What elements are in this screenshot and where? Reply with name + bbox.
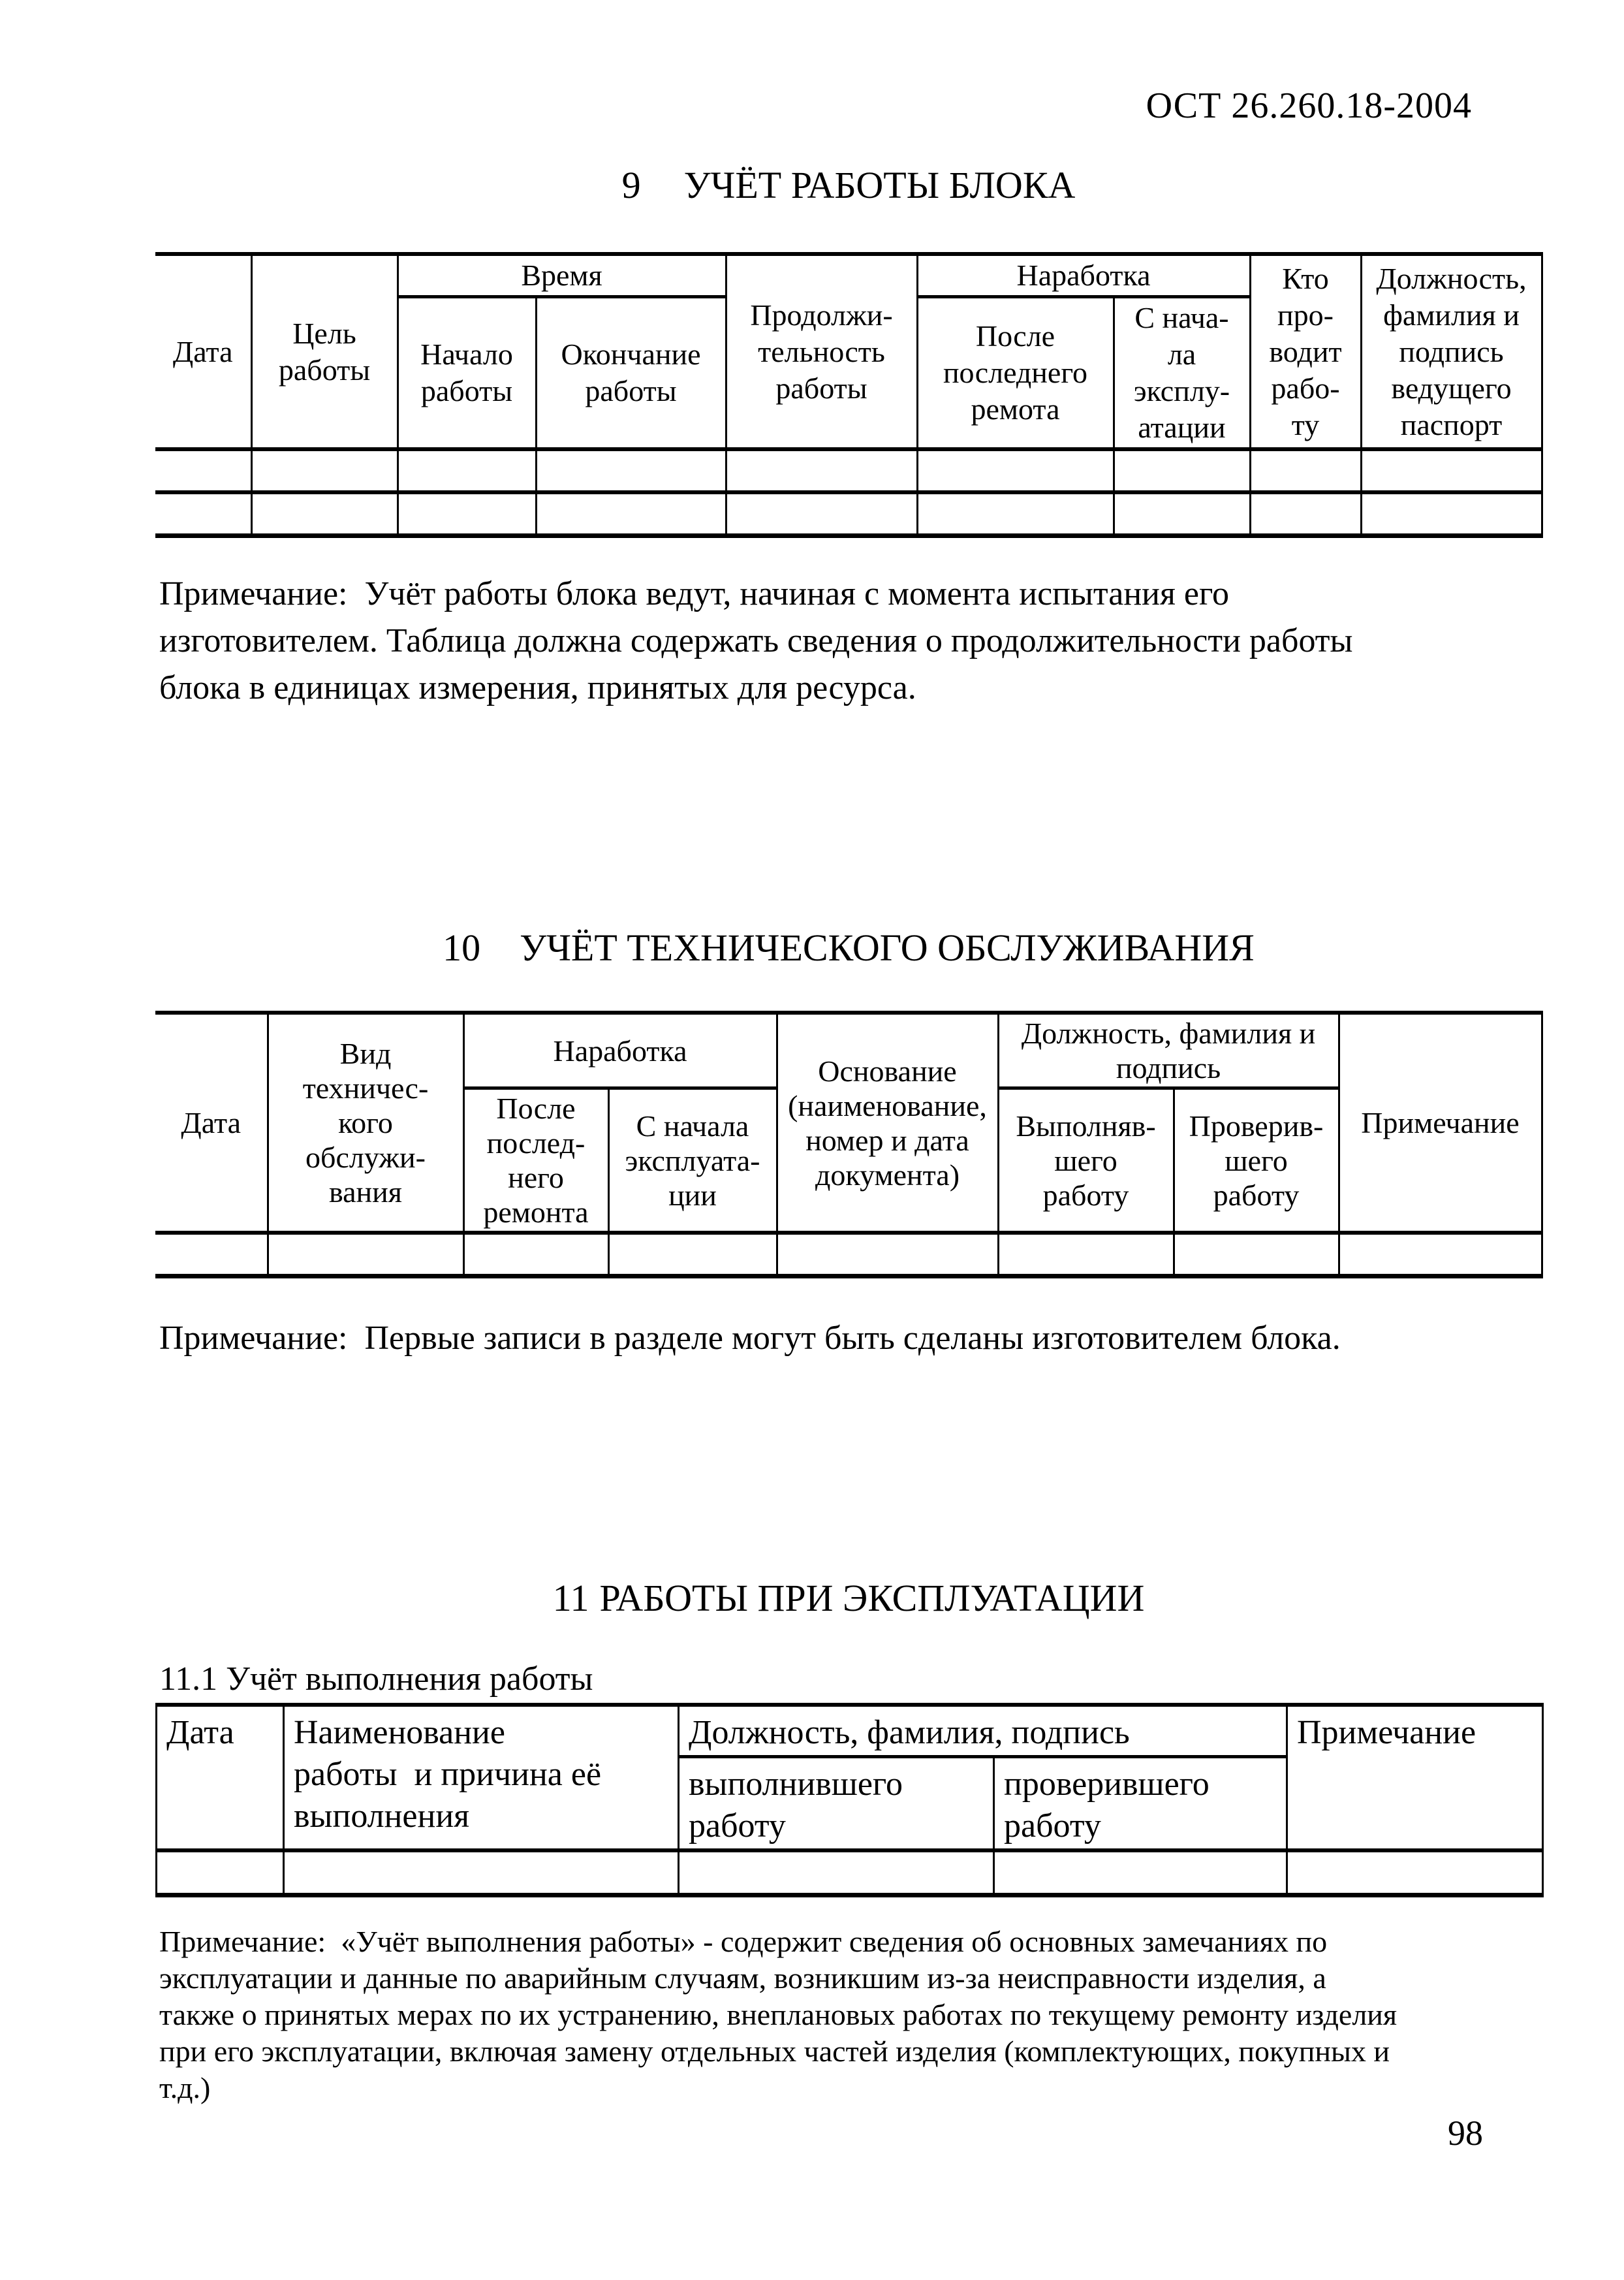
section-10-title: УЧЁТ ТЕХНИЧЕСКОГО ОБСЛУЖИВАНИЯ <box>520 926 1255 969</box>
col-header-after-repair: После последнего ремота <box>916 295 1115 451</box>
col-header-work-start: Начало работы <box>398 295 537 451</box>
note-maintenance-log: Примечание: Первые записи в разделе могу… <box>159 1320 1341 1357</box>
col-group-operating-time: Наработка <box>916 253 1251 298</box>
col-group-signature: Должность, фамилия и подпись <box>997 1011 1340 1089</box>
col-header-performed-by: выполнившего работу <box>678 1755 995 1852</box>
table-cell-empty <box>1337 1231 1543 1277</box>
table-row-empty <box>155 490 1543 537</box>
table-cell-empty <box>155 1848 285 1896</box>
col-group-time: Время <box>396 253 727 298</box>
col-header-checked-by: Проверив- шего работу <box>1172 1086 1340 1234</box>
col-header-performed-by: Выполняв- шего работу <box>997 1086 1175 1234</box>
table-cell-empty <box>462 1231 610 1277</box>
table-cell-empty <box>1249 490 1362 537</box>
table-cell-empty <box>155 1231 269 1277</box>
table-row-empty <box>155 447 1543 494</box>
section-11-heading: 11 РАБОТЫ ПРИ ЭКСПЛУАТАЦИИ <box>155 1576 1542 1620</box>
section-11-title: РАБОТЫ ПРИ ЭКСПЛУАТАЦИИ <box>599 1577 1145 1619</box>
table-cell-empty <box>155 447 253 494</box>
table-cell-empty <box>1112 490 1251 537</box>
table-cell-empty <box>396 447 537 494</box>
table-cell-empty <box>916 490 1115 537</box>
col-header-work-name: Наименование работы и причина её выполне… <box>283 1703 679 1852</box>
col-header-maintenance-type: Вид техничес- кого обслужи- вания <box>266 1011 465 1234</box>
table-cell-empty <box>396 490 537 537</box>
col-header-date: Дата <box>155 253 253 451</box>
table-cell-empty <box>775 1231 999 1277</box>
table-row-empty <box>155 1848 1544 1896</box>
table-cell-empty <box>678 1848 995 1896</box>
standard-ref: ОСТ 26.260.18-2004 <box>1146 86 1472 126</box>
table-cell-empty <box>725 490 918 537</box>
work-performance-table: Дата Наименование работы и причина её вы… <box>155 1703 1544 1897</box>
note-work-performance: Примечание: «Учёт выполнения работы» - с… <box>159 1925 1398 2104</box>
col-header-who-performs: Кто про- водит рабо- ту <box>1249 253 1362 451</box>
table-cell-empty <box>535 490 727 537</box>
note-block-work-log: Примечание: Учёт работы блока ведут, нач… <box>159 575 1353 706</box>
table-cell-empty <box>535 447 727 494</box>
table-cell-empty <box>607 1231 778 1277</box>
maintenance-log-table: Дата Вид техничес- кого обслужи- вания Н… <box>155 1011 1543 1278</box>
table-cell-empty <box>1249 447 1362 494</box>
section-9-title: УЧЁТ РАБОТЫ БЛОКА <box>683 164 1076 206</box>
table-cell-empty <box>1360 490 1543 537</box>
page-number: 98 <box>1448 2114 1483 2153</box>
table-cell-empty <box>993 1848 1288 1896</box>
table-cell-empty <box>283 1848 679 1896</box>
table-cell-empty <box>725 447 918 494</box>
table-cell-empty <box>250 447 399 494</box>
col-group-signature: Должность, фамилия, подпись <box>678 1703 1288 1758</box>
table-cell-empty <box>155 490 253 537</box>
col-header-after-repair: После послед- него ремонта <box>463 1086 610 1234</box>
section-9-number: 9 <box>621 164 641 206</box>
section-9-heading: 9 УЧЁТ РАБОТЫ БЛОКА <box>155 163 1542 207</box>
section-10-number: 10 <box>443 926 481 969</box>
col-header-remark: Примечание <box>1286 1703 1544 1852</box>
table-cell-empty <box>997 1231 1175 1277</box>
col-header-purpose: Цель работы <box>250 253 399 451</box>
section-10-heading: 10 УЧЁТ ТЕХНИЧЕСКОГО ОБСЛУЖИВАНИЯ <box>155 926 1542 970</box>
col-header-signature: Должность, фамилия и подпись ведущего па… <box>1360 253 1543 451</box>
subsection-11-1-heading: 11.1 Учёт выполнения работы <box>159 1660 593 1698</box>
table-cell-empty <box>916 447 1115 494</box>
col-header-remark: Примечание <box>1337 1011 1543 1234</box>
col-header-date: Дата <box>155 1703 285 1852</box>
col-header-checked-by: проверившего работу <box>993 1755 1288 1852</box>
col-header-work-end: Окончание работы <box>535 295 727 451</box>
table-cell-empty <box>1172 1231 1340 1277</box>
col-group-operating-time: Наработка <box>462 1011 778 1089</box>
table-cell-empty <box>266 1231 465 1277</box>
table-cell-empty <box>1360 447 1543 494</box>
col-header-since-start: С нача- ла эксплу- атации <box>1112 295 1251 451</box>
block-work-log-table: Дата Цель работы Время Продолжи- тельнос… <box>155 252 1543 538</box>
table-cell-empty <box>1112 447 1251 494</box>
table-cell-empty <box>1286 1848 1544 1896</box>
col-header-since-start: С начала эксплуата- ции <box>607 1086 778 1234</box>
col-header-basis: Основание (наименование, номер и дата до… <box>775 1011 999 1234</box>
table-row-empty <box>155 1231 1543 1277</box>
table-cell-empty <box>250 490 399 537</box>
col-header-duration: Продолжи- тельность работы <box>725 253 918 451</box>
col-header-date: Дата <box>155 1011 269 1234</box>
section-11-number: 11 <box>552 1577 589 1619</box>
